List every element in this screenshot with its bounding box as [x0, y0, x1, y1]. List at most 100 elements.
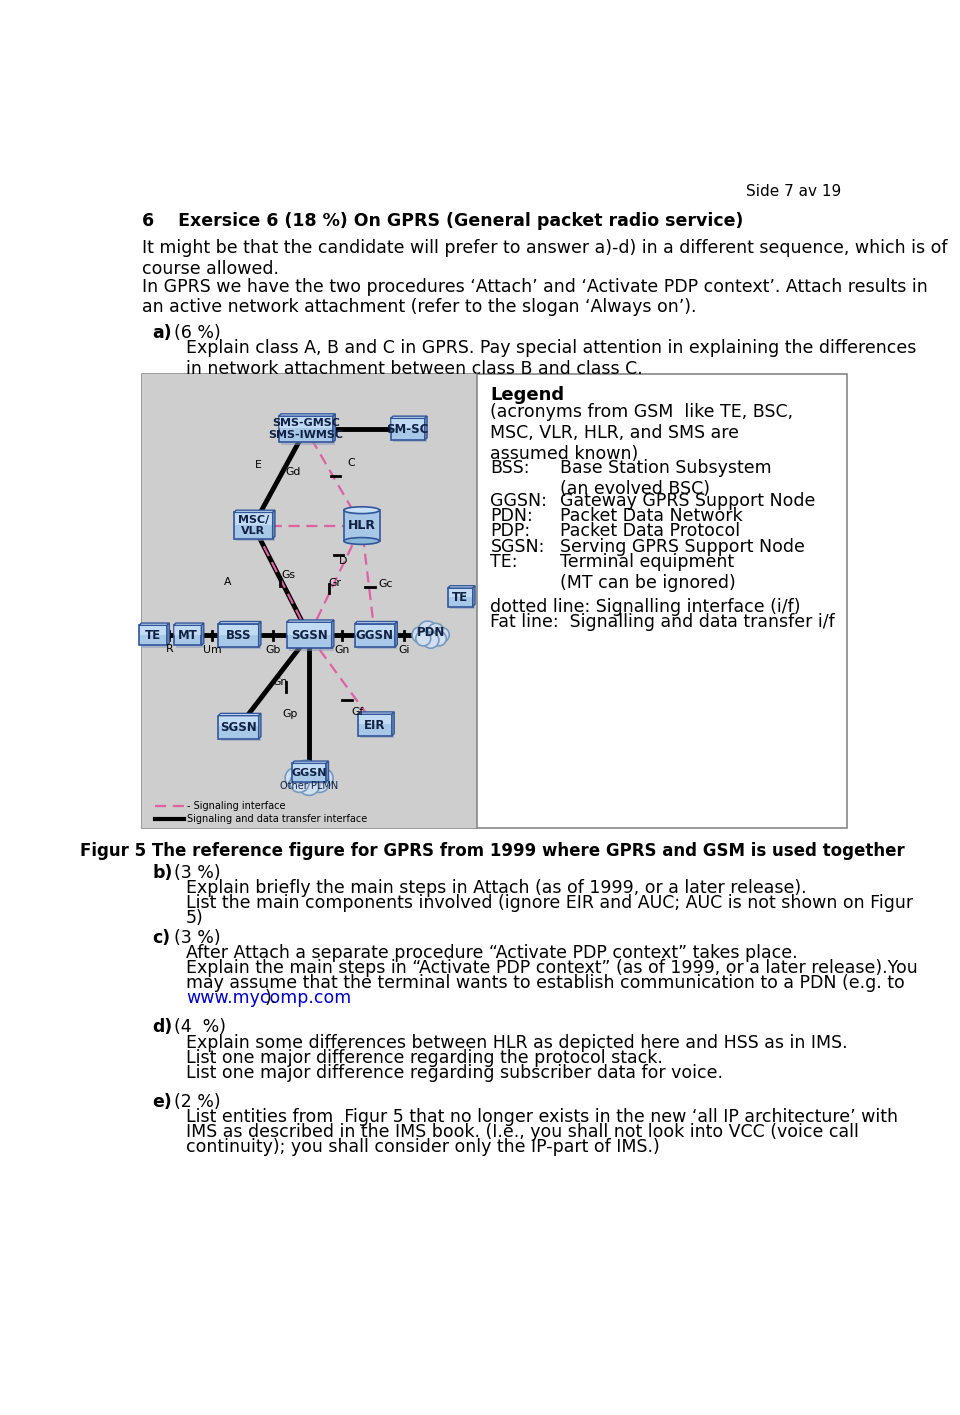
- FancyBboxPatch shape: [358, 715, 391, 724]
- Text: It might be that the candidate will prefer to answer a)-d) in a different sequen: It might be that the candidate will pref…: [142, 239, 948, 277]
- Text: List entities from  Figur 5 that no longer exists in the new ‘all IP architectur: List entities from Figur 5 that no longe…: [186, 1108, 898, 1126]
- Text: Legend: Legend: [491, 386, 564, 405]
- FancyBboxPatch shape: [287, 623, 331, 648]
- Circle shape: [285, 767, 306, 788]
- Text: D: D: [339, 556, 348, 566]
- Text: Terminal equipment
(MT can be ignored): Terminal equipment (MT can be ignored): [561, 553, 736, 591]
- Text: www.mycomp.com: www.mycomp.com: [186, 989, 351, 1007]
- FancyBboxPatch shape: [354, 624, 395, 647]
- Text: Fat line:  Signalling and data transfer i/f: Fat line: Signalling and data transfer i…: [491, 613, 835, 631]
- Text: Gn: Gn: [334, 645, 349, 655]
- FancyBboxPatch shape: [448, 589, 472, 597]
- Text: dotted line: Signalling interface (i/f): dotted line: Signalling interface (i/f): [491, 599, 801, 616]
- Polygon shape: [358, 712, 395, 715]
- Circle shape: [310, 774, 329, 792]
- Circle shape: [412, 627, 428, 642]
- Text: d): d): [153, 1019, 173, 1036]
- Text: BSS:: BSS:: [491, 460, 530, 477]
- Bar: [142, 374, 847, 828]
- Text: Gn: Gn: [273, 678, 288, 688]
- Text: Packet Data Network: Packet Data Network: [561, 507, 743, 525]
- Polygon shape: [234, 511, 275, 512]
- FancyBboxPatch shape: [392, 419, 424, 429]
- Text: MT: MT: [178, 628, 198, 642]
- FancyBboxPatch shape: [293, 764, 325, 771]
- Text: EIR: EIR: [364, 719, 386, 732]
- Text: Gs: Gs: [281, 570, 295, 580]
- FancyBboxPatch shape: [393, 420, 427, 443]
- FancyBboxPatch shape: [278, 416, 333, 443]
- FancyBboxPatch shape: [218, 716, 258, 739]
- Circle shape: [431, 631, 446, 645]
- FancyBboxPatch shape: [355, 624, 395, 634]
- Text: IMS as described in the IMS book. (I.e., you shall not look into VCC (voice call: IMS as described in the IMS book. (I.e.,…: [186, 1124, 859, 1140]
- Circle shape: [314, 768, 333, 788]
- Text: Figur 5 The reference figure for GPRS from 1999 where GPRS and GSM is used toget: Figur 5 The reference figure for GPRS fr…: [80, 842, 904, 860]
- Text: Gb: Gb: [265, 645, 280, 655]
- FancyBboxPatch shape: [357, 627, 397, 649]
- FancyBboxPatch shape: [139, 625, 167, 645]
- Circle shape: [416, 631, 431, 645]
- Polygon shape: [278, 413, 335, 416]
- FancyBboxPatch shape: [391, 419, 424, 440]
- Text: In GPRS we have the two procedures ‘Attach’ and ‘Activate PDP context’. Attach r: In GPRS we have the two procedures ‘Atta…: [142, 277, 927, 317]
- Text: SGSN:: SGSN:: [491, 538, 545, 556]
- Text: Gd: Gd: [285, 467, 300, 477]
- Polygon shape: [273, 511, 275, 539]
- Text: BSS: BSS: [226, 628, 252, 642]
- FancyBboxPatch shape: [448, 589, 472, 607]
- Polygon shape: [392, 712, 395, 736]
- FancyBboxPatch shape: [360, 716, 395, 739]
- Polygon shape: [292, 761, 328, 763]
- Text: E: E: [254, 460, 261, 470]
- Text: TE:: TE:: [491, 553, 518, 572]
- Text: TE: TE: [145, 628, 161, 642]
- FancyBboxPatch shape: [219, 716, 258, 726]
- FancyBboxPatch shape: [289, 624, 334, 651]
- Polygon shape: [139, 623, 169, 625]
- Text: A: A: [225, 576, 232, 587]
- Text: GGSN: GGSN: [291, 767, 326, 778]
- Text: ).: ).: [265, 989, 277, 1007]
- Polygon shape: [331, 620, 334, 648]
- Text: List one major difference regarding subscriber data for voice.: List one major difference regarding subs…: [186, 1064, 723, 1082]
- FancyBboxPatch shape: [358, 715, 392, 736]
- Polygon shape: [167, 623, 169, 645]
- FancyBboxPatch shape: [175, 627, 201, 634]
- Polygon shape: [395, 621, 397, 647]
- Text: e): e): [153, 1092, 172, 1111]
- Text: Gr: Gr: [329, 577, 342, 589]
- Polygon shape: [287, 620, 334, 623]
- Text: PDN: PDN: [417, 625, 444, 638]
- Text: Explain briefly the main steps in Attach (as of 1999, or a later release).: Explain briefly the main steps in Attach…: [186, 879, 806, 897]
- Text: Gc: Gc: [378, 579, 393, 589]
- Text: Base Station Subsystem
(an evolved BSC): Base Station Subsystem (an evolved BSC): [561, 460, 772, 498]
- FancyBboxPatch shape: [174, 625, 202, 645]
- Text: Packet Data Protocol: Packet Data Protocol: [561, 522, 740, 541]
- Text: Explain class A, B and C in GPRS. Pay special attention in explaining the differ: Explain class A, B and C in GPRS. Pay sp…: [186, 340, 916, 378]
- Text: Gp: Gp: [282, 709, 298, 719]
- Circle shape: [299, 774, 320, 795]
- FancyBboxPatch shape: [221, 627, 261, 649]
- Text: Gi: Gi: [398, 645, 410, 655]
- FancyBboxPatch shape: [234, 512, 273, 539]
- Text: c): c): [153, 930, 171, 947]
- Bar: [142, 374, 476, 828]
- FancyBboxPatch shape: [281, 419, 335, 444]
- FancyBboxPatch shape: [176, 628, 204, 648]
- Text: After Attach a separate procedure “Activate PDP context” takes place.: After Attach a separate procedure “Activ…: [186, 944, 798, 962]
- Text: may assume that the terminal wants to establish communication to a PDN (e.g. to: may assume that the terminal wants to es…: [186, 975, 904, 992]
- Text: Gateway GPRS Support Node: Gateway GPRS Support Node: [561, 491, 816, 509]
- Polygon shape: [472, 586, 475, 607]
- Text: (3 %): (3 %): [175, 863, 221, 882]
- Text: SM-SC: SM-SC: [387, 423, 429, 436]
- FancyBboxPatch shape: [221, 717, 261, 741]
- FancyBboxPatch shape: [295, 766, 328, 784]
- Text: C: C: [347, 458, 354, 468]
- Text: - Signaling interface: - Signaling interface: [187, 801, 286, 811]
- Polygon shape: [448, 586, 475, 589]
- Polygon shape: [218, 621, 261, 624]
- Circle shape: [305, 763, 326, 784]
- Polygon shape: [391, 416, 427, 419]
- Text: GGSN:: GGSN:: [491, 491, 547, 509]
